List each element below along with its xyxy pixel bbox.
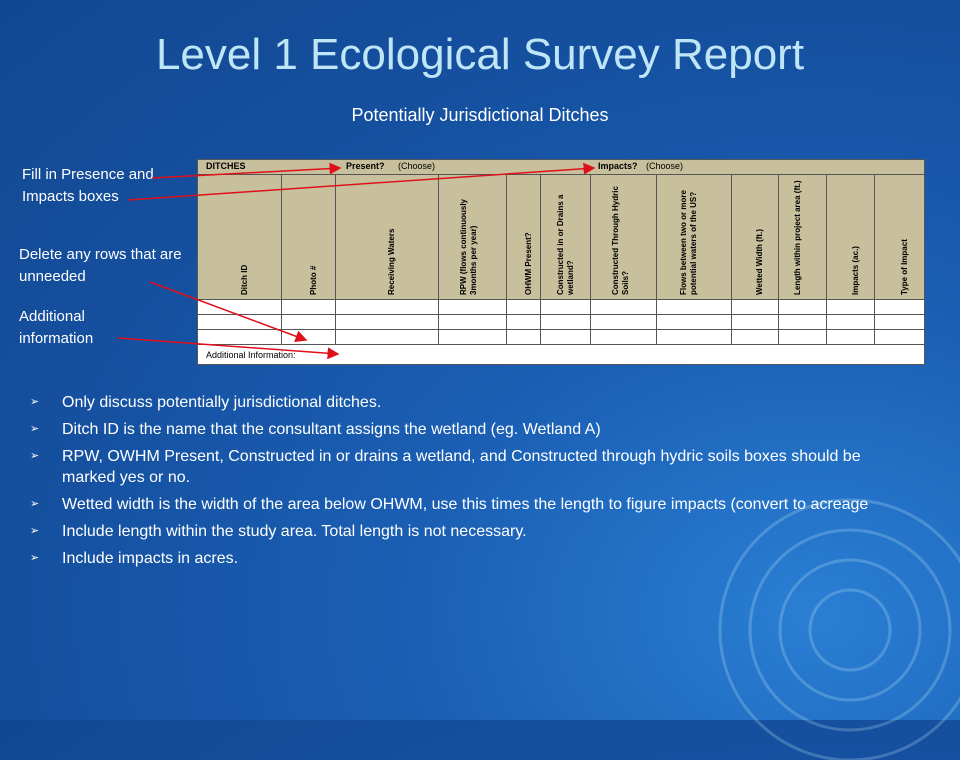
impacts-label: Impacts? <box>598 161 638 171</box>
arrow-bullet-icon: ➢ <box>30 498 40 510</box>
arrow-bullet-icon: ➢ <box>30 525 40 537</box>
col-header-constructed-drains: Constructed in or Drains a wetland? <box>541 175 591 300</box>
table-row[interactable] <box>198 330 924 345</box>
ditch-survey-form: DITCHES Present? (Choose) Impacts? (Choo… <box>197 159 925 365</box>
arrow-to-additional <box>117 337 340 360</box>
impacts-dropdown[interactable]: (Choose) <box>646 161 684 171</box>
callout-arrows <box>117 162 596 360</box>
arrow-bullet-icon: ➢ <box>30 450 40 462</box>
column-divider <box>656 299 657 345</box>
bullet-item: ➢ Include impacts in acres. <box>30 550 239 567</box>
additional-information-label: Additional Information: <box>206 350 296 360</box>
additional-information-field[interactable]: Additional Information: <box>198 346 924 364</box>
bullet-list: ➢ Only discuss potentially jurisdictional… <box>30 392 910 575</box>
bullet-item: ➢ Wetted width is the width of the area b… <box>30 496 869 513</box>
column-divider <box>506 299 507 345</box>
col-header-ditch-id: Ditch ID <box>198 175 282 300</box>
column-divider <box>826 299 827 345</box>
column-divider <box>778 299 779 345</box>
col-header-wetted-width: Wetted Width (ft.) <box>732 175 779 300</box>
callout-additional: Additional information <box>19 308 94 347</box>
column-divider <box>335 299 336 345</box>
col-header-flows-between: Flows between two or more potential wate… <box>657 175 732 300</box>
bullet-item: ➢ Ditch ID is the name that the consultan… <box>30 421 601 438</box>
present-dropdown[interactable]: (Choose) <box>398 161 436 171</box>
column-divider <box>874 299 875 345</box>
column-divider <box>540 299 541 345</box>
callout-delete-rows: Delete any rows that are unneeded <box>19 246 182 285</box>
column-divider <box>590 299 591 345</box>
column-divider <box>281 299 282 345</box>
bullet-item: ➢ Only discuss potentially jurisdictional… <box>30 394 382 411</box>
ditches-label: DITCHES <box>206 161 246 171</box>
col-header-type-of-impact: Type of Impact <box>875 175 924 300</box>
col-header-rpw: RPW (flows continuously 3months per year… <box>439 175 507 300</box>
col-header-hydric-soils: Constructed Through Hydric Soils? <box>591 175 657 300</box>
column-divider <box>731 299 732 345</box>
col-header-receiving-waters: Receiving Waters <box>336 175 439 300</box>
present-label: Present? <box>346 161 385 171</box>
bullet-item: ➢ RPW, OWHM Present, Constructed in or dr… <box>30 448 861 486</box>
arrow-to-rows <box>149 281 308 342</box>
arrow-bullet-icon: ➢ <box>30 423 40 435</box>
arrow-bullet-icon: ➢ <box>30 396 40 408</box>
table-row[interactable] <box>198 300 924 315</box>
slide-subtitle: Potentially Jurisdictional Ditches <box>351 105 609 125</box>
bullet-item: ➢ Include length within the study area. T… <box>30 523 527 540</box>
arrow-to-present <box>151 162 342 179</box>
callout-fill-in: Fill in Presence and Impacts boxes <box>22 166 154 205</box>
arrow-to-impacts <box>127 162 596 201</box>
col-header-impacts: Impacts (ac.) <box>827 175 875 300</box>
arrow-bullet-icon: ➢ <box>30 552 40 564</box>
table-row[interactable] <box>198 315 924 330</box>
column-divider <box>438 299 439 345</box>
col-header-photo: Photo # <box>282 175 336 300</box>
col-header-ohwm: OHWM Present? <box>507 175 541 300</box>
slide-title: Level 1 Ecological Survey Report <box>155 30 805 79</box>
col-header-length: Length within project area (ft.) <box>779 175 827 300</box>
form-topbar: DITCHES Present? (Choose) Impacts? (Choo… <box>198 160 924 175</box>
